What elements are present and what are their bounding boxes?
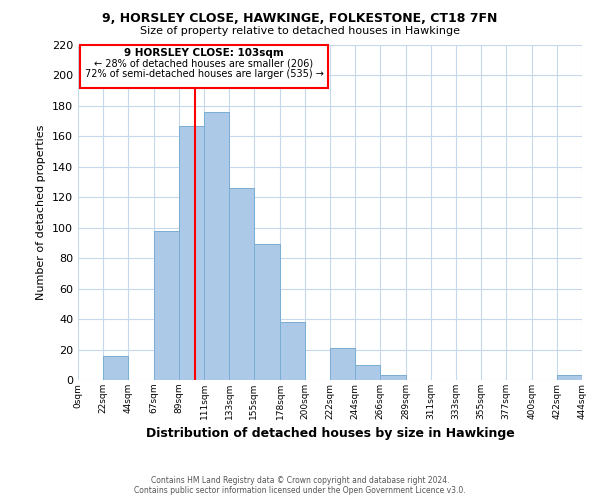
Bar bbox=[229, 188, 254, 380]
Bar bbox=[254, 244, 280, 380]
Bar bbox=[557, 376, 582, 380]
Text: ← 28% of detached houses are smaller (206): ← 28% of detached houses are smaller (20… bbox=[94, 58, 314, 68]
Text: 9 HORSLEY CLOSE: 103sqm: 9 HORSLEY CLOSE: 103sqm bbox=[124, 48, 284, 58]
FancyBboxPatch shape bbox=[80, 45, 328, 88]
Text: Size of property relative to detached houses in Hawkinge: Size of property relative to detached ho… bbox=[140, 26, 460, 36]
X-axis label: Distribution of detached houses by size in Hawkinge: Distribution of detached houses by size … bbox=[146, 428, 514, 440]
Bar bbox=[380, 376, 406, 380]
Bar bbox=[280, 322, 305, 380]
Text: 72% of semi-detached houses are larger (535) →: 72% of semi-detached houses are larger (… bbox=[85, 70, 323, 80]
Text: Contains HM Land Registry data © Crown copyright and database right 2024.
Contai: Contains HM Land Registry data © Crown c… bbox=[134, 476, 466, 495]
Bar bbox=[154, 231, 179, 380]
Bar bbox=[204, 112, 229, 380]
Bar bbox=[103, 356, 128, 380]
Bar bbox=[330, 348, 355, 380]
Y-axis label: Number of detached properties: Number of detached properties bbox=[37, 125, 46, 300]
Bar bbox=[179, 126, 204, 380]
Text: 9, HORSLEY CLOSE, HAWKINGE, FOLKESTONE, CT18 7FN: 9, HORSLEY CLOSE, HAWKINGE, FOLKESTONE, … bbox=[103, 12, 497, 26]
Bar bbox=[355, 365, 380, 380]
